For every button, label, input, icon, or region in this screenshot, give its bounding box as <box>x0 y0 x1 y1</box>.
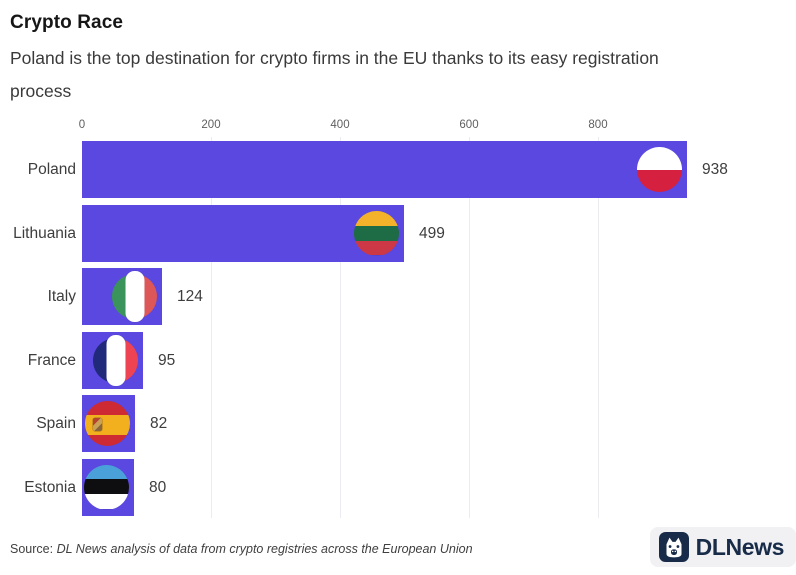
value-label: 82 <box>150 415 168 432</box>
chart-footer: Source: DL News analysis of data from cr… <box>0 523 796 575</box>
value-label: 95 <box>158 351 176 369</box>
country-bar[interactable] <box>82 141 687 198</box>
lithuania-flag <box>354 210 399 256</box>
bar-row: Estonia 80 <box>0 458 796 516</box>
country-label: Estonia <box>24 478 76 496</box>
flag-center-stripe <box>125 271 144 322</box>
france-flag-icon <box>93 334 138 386</box>
logo-dl-text: DL <box>695 533 726 560</box>
spain-flag <box>85 401 130 446</box>
poland-flag <box>637 147 682 192</box>
bar-row: Spain 82 <box>0 395 796 452</box>
country-label: France <box>27 351 76 369</box>
lithuania-flag-icon <box>354 210 399 256</box>
country-bar[interactable] <box>82 268 162 325</box>
axis-tick-label: 600 <box>459 119 479 131</box>
country-label: Spain <box>36 415 76 432</box>
flag-center-stripe <box>106 334 125 386</box>
country-label: Lithuania <box>13 224 76 242</box>
bar-row: Lithuania 499 <box>0 204 796 262</box>
spain-flag-icon <box>85 401 130 446</box>
chart-subtitle: Poland is the top destination for crypto… <box>10 48 659 101</box>
country-bar[interactable] <box>82 395 135 452</box>
axis-tick-label: 800 <box>588 119 608 131</box>
bar-row: Poland 938 <box>0 141 796 198</box>
axis-tick-label: 400 <box>330 119 350 131</box>
chart-header: Crypto Race Poland is the top destinatio… <box>10 12 770 108</box>
dlnews-logo[interactable]: DLNews <box>649 527 796 567</box>
value-label: 80 <box>149 478 167 496</box>
gridline <box>211 137 212 518</box>
country-label: Italy <box>47 288 76 305</box>
value-label: 124 <box>177 288 203 305</box>
gridline <box>469 137 470 518</box>
country-label: Poland <box>27 161 76 178</box>
country-bar[interactable] <box>82 331 143 389</box>
country-bar[interactable] <box>82 204 404 262</box>
value-label: 499 <box>419 224 445 242</box>
source-text: DL News analysis of data from crypto reg… <box>56 542 473 556</box>
spain-coat-of-arms <box>93 418 102 431</box>
axis-tick-label: 0 <box>78 119 86 131</box>
gridline <box>598 137 599 518</box>
chart-title: Crypto Race <box>10 12 124 33</box>
axis-tick-label: 200 <box>201 119 221 131</box>
country-bar[interactable] <box>82 458 134 516</box>
gridline <box>340 137 341 518</box>
dlnews-wordmark: DLNews <box>695 533 785 560</box>
bar-row: France 95 <box>0 331 796 389</box>
source-prefix: Source: <box>10 542 54 556</box>
value-label: 938 <box>702 161 728 178</box>
bar-chart: 0 200 400 600 800 Poland 938 Lithuania 499 I… <box>0 110 796 524</box>
logo-news-text: News <box>725 533 785 560</box>
estonia-flag-icon <box>84 464 129 510</box>
source-note: Source: DL News analysis of data from cr… <box>10 542 473 556</box>
bar-row: Italy 124 <box>0 268 796 325</box>
poland-flag-icon <box>637 147 682 192</box>
estonia-flag <box>84 464 129 510</box>
dlnews-llama-icon <box>658 532 689 562</box>
italy-flag-icon <box>112 271 157 322</box>
